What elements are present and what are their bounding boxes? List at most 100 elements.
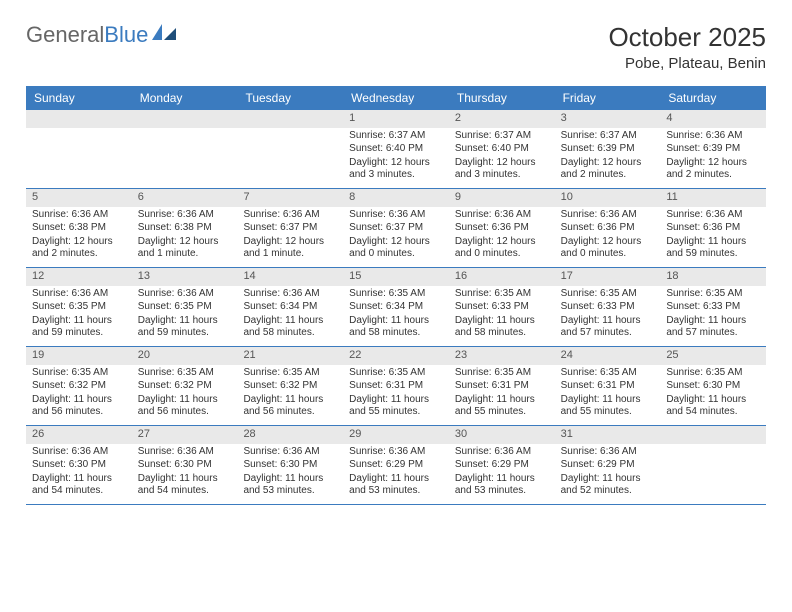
day-number: 27 xyxy=(132,426,238,444)
day-cell: 30Sunrise: 6:36 AMSunset: 6:29 PMDayligh… xyxy=(449,426,555,504)
day-number: 21 xyxy=(237,347,343,365)
logo-text-blue: Blue xyxy=(104,22,148,48)
day-cell: 27Sunrise: 6:36 AMSunset: 6:30 PMDayligh… xyxy=(132,426,238,504)
day-content: Sunrise: 6:36 AMSunset: 6:30 PMDaylight:… xyxy=(237,444,343,503)
week-row: 12Sunrise: 6:36 AMSunset: 6:35 PMDayligh… xyxy=(26,268,766,347)
day-cell: 14Sunrise: 6:36 AMSunset: 6:34 PMDayligh… xyxy=(237,268,343,346)
day-content: Sunrise: 6:35 AMSunset: 6:31 PMDaylight:… xyxy=(449,365,555,424)
daylight-text: Daylight: 11 hours and 58 minutes. xyxy=(455,315,549,340)
day-content: Sunrise: 6:37 AMSunset: 6:39 PMDaylight:… xyxy=(555,128,661,187)
sunset-text: Sunset: 6:34 PM xyxy=(243,301,337,314)
sunrise-text: Sunrise: 6:36 AM xyxy=(666,209,760,222)
day-header-saturday: Saturday xyxy=(660,86,766,110)
day-content: Sunrise: 6:36 AMSunset: 6:29 PMDaylight:… xyxy=(449,444,555,503)
sunset-text: Sunset: 6:32 PM xyxy=(32,380,126,393)
day-header-wednesday: Wednesday xyxy=(343,86,449,110)
sunrise-text: Sunrise: 6:36 AM xyxy=(455,209,549,222)
day-cell: 8Sunrise: 6:36 AMSunset: 6:37 PMDaylight… xyxy=(343,189,449,267)
sunset-text: Sunset: 6:29 PM xyxy=(455,459,549,472)
day-cell: 23Sunrise: 6:35 AMSunset: 6:31 PMDayligh… xyxy=(449,347,555,425)
week-row: 1Sunrise: 6:37 AMSunset: 6:40 PMDaylight… xyxy=(26,110,766,189)
logo-sail-icon xyxy=(152,22,178,48)
day-cell: 28Sunrise: 6:36 AMSunset: 6:30 PMDayligh… xyxy=(237,426,343,504)
day-number: 12 xyxy=(26,268,132,286)
sunset-text: Sunset: 6:39 PM xyxy=(561,143,655,156)
week-row: 5Sunrise: 6:36 AMSunset: 6:38 PMDaylight… xyxy=(26,189,766,268)
day-cell: 4Sunrise: 6:36 AMSunset: 6:39 PMDaylight… xyxy=(660,110,766,188)
sunset-text: Sunset: 6:30 PM xyxy=(32,459,126,472)
day-number: 26 xyxy=(26,426,132,444)
day-content: Sunrise: 6:36 AMSunset: 6:38 PMDaylight:… xyxy=(132,207,238,266)
sunrise-text: Sunrise: 6:35 AM xyxy=(666,288,760,301)
week-row: 19Sunrise: 6:35 AMSunset: 6:32 PMDayligh… xyxy=(26,347,766,426)
day-cell: 11Sunrise: 6:36 AMSunset: 6:36 PMDayligh… xyxy=(660,189,766,267)
sunset-text: Sunset: 6:32 PM xyxy=(138,380,232,393)
sunrise-text: Sunrise: 6:35 AM xyxy=(455,367,549,380)
day-number: 17 xyxy=(555,268,661,286)
sunrise-text: Sunrise: 6:37 AM xyxy=(561,130,655,143)
day-content: Sunrise: 6:35 AMSunset: 6:32 PMDaylight:… xyxy=(237,365,343,424)
sunrise-text: Sunrise: 6:35 AM xyxy=(243,367,337,380)
day-cell: 5Sunrise: 6:36 AMSunset: 6:38 PMDaylight… xyxy=(26,189,132,267)
calendar-page: GeneralBlue October 2025 Pobe, Plateau, … xyxy=(0,0,792,527)
day-number: 28 xyxy=(237,426,343,444)
day-number: 10 xyxy=(555,189,661,207)
day-cell: 20Sunrise: 6:35 AMSunset: 6:32 PMDayligh… xyxy=(132,347,238,425)
daylight-text: Daylight: 12 hours and 3 minutes. xyxy=(349,157,443,182)
daylight-text: Daylight: 11 hours and 58 minutes. xyxy=(243,315,337,340)
day-cell: 16Sunrise: 6:35 AMSunset: 6:33 PMDayligh… xyxy=(449,268,555,346)
day-content: Sunrise: 6:36 AMSunset: 6:38 PMDaylight:… xyxy=(26,207,132,266)
daylight-text: Daylight: 12 hours and 0 minutes. xyxy=(561,236,655,261)
daylight-text: Daylight: 11 hours and 56 minutes. xyxy=(138,394,232,419)
day-cell: 15Sunrise: 6:35 AMSunset: 6:34 PMDayligh… xyxy=(343,268,449,346)
day-content: Sunrise: 6:35 AMSunset: 6:33 PMDaylight:… xyxy=(555,286,661,345)
month-title: October 2025 xyxy=(608,22,766,53)
day-content: Sunrise: 6:36 AMSunset: 6:35 PMDaylight:… xyxy=(26,286,132,345)
day-number: 29 xyxy=(343,426,449,444)
day-cell: 18Sunrise: 6:35 AMSunset: 6:33 PMDayligh… xyxy=(660,268,766,346)
daylight-text: Daylight: 11 hours and 58 minutes. xyxy=(349,315,443,340)
daylight-text: Daylight: 11 hours and 56 minutes. xyxy=(243,394,337,419)
daylight-text: Daylight: 11 hours and 54 minutes. xyxy=(32,473,126,498)
sunset-text: Sunset: 6:34 PM xyxy=(349,301,443,314)
day-content: Sunrise: 6:37 AMSunset: 6:40 PMDaylight:… xyxy=(449,128,555,187)
sunset-text: Sunset: 6:35 PM xyxy=(32,301,126,314)
daylight-text: Daylight: 11 hours and 59 minutes. xyxy=(138,315,232,340)
sunset-text: Sunset: 6:32 PM xyxy=(243,380,337,393)
sunset-text: Sunset: 6:38 PM xyxy=(32,222,126,235)
daylight-text: Daylight: 11 hours and 55 minutes. xyxy=(455,394,549,419)
day-cell: 21Sunrise: 6:35 AMSunset: 6:32 PMDayligh… xyxy=(237,347,343,425)
sunrise-text: Sunrise: 6:36 AM xyxy=(243,288,337,301)
day-cell: 13Sunrise: 6:36 AMSunset: 6:35 PMDayligh… xyxy=(132,268,238,346)
sunrise-text: Sunrise: 6:36 AM xyxy=(561,446,655,459)
sunrise-text: Sunrise: 6:35 AM xyxy=(666,367,760,380)
day-header-monday: Monday xyxy=(132,86,238,110)
sunrise-text: Sunrise: 6:36 AM xyxy=(349,209,443,222)
day-content: Sunrise: 6:36 AMSunset: 6:36 PMDaylight:… xyxy=(555,207,661,266)
day-number: 3 xyxy=(555,110,661,128)
sunset-text: Sunset: 6:33 PM xyxy=(455,301,549,314)
sunrise-text: Sunrise: 6:36 AM xyxy=(243,209,337,222)
day-number: 2 xyxy=(449,110,555,128)
day-number: 24 xyxy=(555,347,661,365)
sunset-text: Sunset: 6:36 PM xyxy=(666,222,760,235)
sunrise-text: Sunrise: 6:36 AM xyxy=(32,446,126,459)
daylight-text: Daylight: 12 hours and 2 minutes. xyxy=(32,236,126,261)
daylight-text: Daylight: 12 hours and 1 minute. xyxy=(243,236,337,261)
day-cell: 7Sunrise: 6:36 AMSunset: 6:37 PMDaylight… xyxy=(237,189,343,267)
day-number: 31 xyxy=(555,426,661,444)
sunrise-text: Sunrise: 6:36 AM xyxy=(243,446,337,459)
daylight-text: Daylight: 12 hours and 0 minutes. xyxy=(349,236,443,261)
sunset-text: Sunset: 6:37 PM xyxy=(349,222,443,235)
sunset-text: Sunset: 6:40 PM xyxy=(455,143,549,156)
day-number: 5 xyxy=(26,189,132,207)
sunrise-text: Sunrise: 6:36 AM xyxy=(666,130,760,143)
logo-text-general: General xyxy=(26,22,104,48)
sunrise-text: Sunrise: 6:35 AM xyxy=(349,288,443,301)
day-cell: 29Sunrise: 6:36 AMSunset: 6:29 PMDayligh… xyxy=(343,426,449,504)
day-cell xyxy=(660,426,766,504)
day-content: Sunrise: 6:35 AMSunset: 6:31 PMDaylight:… xyxy=(343,365,449,424)
day-cell: 6Sunrise: 6:36 AMSunset: 6:38 PMDaylight… xyxy=(132,189,238,267)
weeks-container: 1Sunrise: 6:37 AMSunset: 6:40 PMDaylight… xyxy=(26,110,766,505)
day-content: Sunrise: 6:36 AMSunset: 6:34 PMDaylight:… xyxy=(237,286,343,345)
